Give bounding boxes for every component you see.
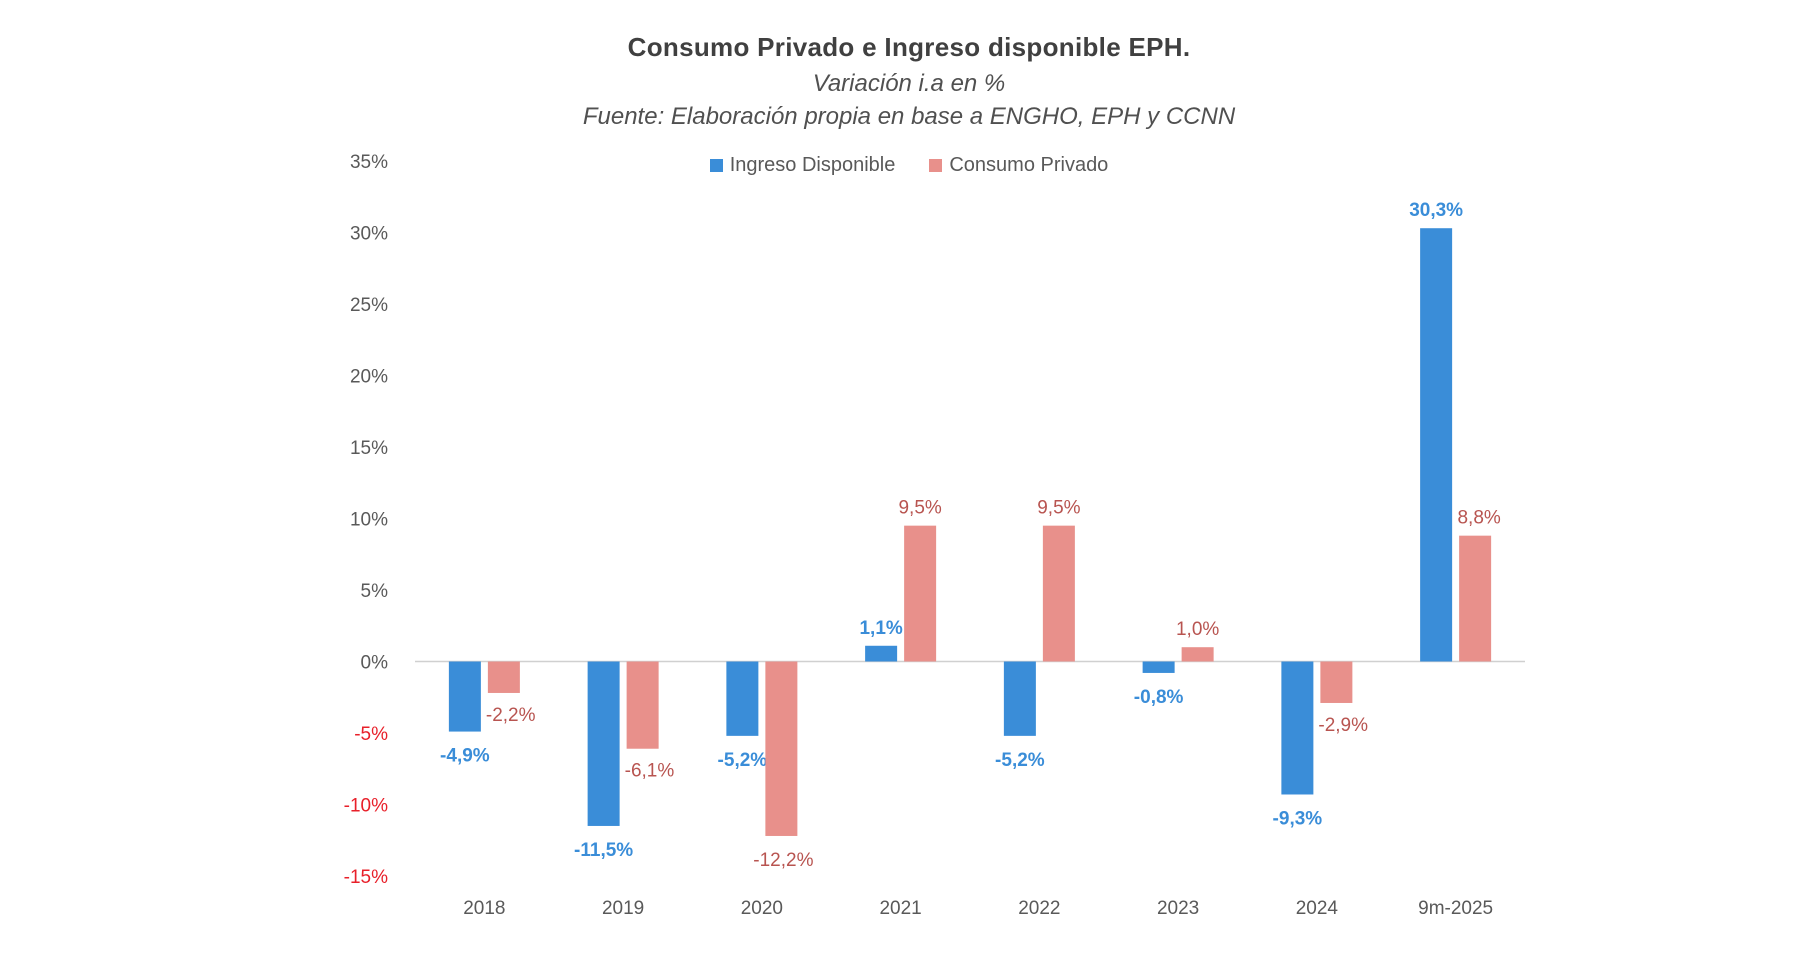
legend-swatch-ingreso	[709, 159, 723, 172]
legend-label-consumo: Consumo Privado	[949, 154, 1109, 176]
x-tick-label: 2018	[463, 898, 505, 919]
y-tick-label: 0%	[361, 653, 389, 674]
data-label-ingreso: 1,1%	[859, 618, 902, 639]
data-label-ingreso: -5,2%	[995, 750, 1045, 771]
bar-consumo	[1181, 647, 1214, 662]
y-tick-label: -5%	[354, 724, 388, 745]
y-tick-label: 20%	[350, 367, 388, 388]
x-tick-label: 2024	[1296, 898, 1339, 919]
legend-label-ingreso: Ingreso Disponible	[729, 154, 896, 176]
data-label-ingreso: -4,9%	[440, 746, 490, 767]
data-label-ingreso: 30,3%	[1409, 200, 1463, 221]
data-label-consumo: -12,2%	[753, 850, 813, 871]
x-tick-label: 2023	[1157, 898, 1199, 919]
y-tick-label: -15%	[344, 867, 388, 888]
data-label-consumo: -2,9%	[1318, 715, 1368, 736]
data-label-consumo: 9,5%	[1037, 498, 1080, 519]
bar-consumo	[487, 661, 520, 693]
data-label-ingreso: -9,3%	[1273, 808, 1323, 829]
y-tick-label: 15%	[350, 438, 388, 459]
bar-consumo	[904, 525, 937, 662]
data-label-consumo: -2,2%	[486, 705, 536, 726]
y-tick-label: 5%	[361, 581, 389, 602]
bar-consumo	[626, 661, 659, 749]
data-label-consumo: 8,8%	[1457, 508, 1500, 529]
data-label-consumo: 1,0%	[1176, 619, 1219, 640]
bar-ingreso	[726, 661, 759, 736]
legend-swatch-consumo	[929, 159, 943, 172]
data-label-consumo: 9,5%	[898, 498, 941, 519]
bar-ingreso	[1003, 661, 1036, 736]
bar-ingreso	[448, 661, 481, 732]
bar-ingreso	[1142, 661, 1175, 673]
bar-consumo	[1459, 535, 1492, 662]
x-tick-label: 2022	[1018, 898, 1060, 919]
legend: Ingreso Disponible Consumo Privado	[0, 154, 1818, 177]
legend-item-ingreso: Ingreso Disponible	[709, 154, 896, 177]
bar-ingreso	[587, 661, 620, 826]
y-tick-label: 25%	[350, 295, 388, 316]
bar-ingreso	[1281, 661, 1314, 795]
y-tick-label: 30%	[350, 224, 388, 245]
x-tick-label: 2019	[602, 898, 644, 919]
x-tick-label: 2020	[741, 898, 783, 919]
legend-item-consumo: Consumo Privado	[929, 154, 1108, 177]
bar-consumo	[1320, 661, 1353, 703]
y-tick-label: -10%	[344, 796, 388, 817]
data-label-consumo: -6,1%	[625, 761, 675, 782]
y-tick-label: 35%	[350, 152, 388, 173]
chart-subtitle: Variación i.a en %	[812, 70, 1006, 97]
chart-title: Consumo Privado e Ingreso disponible EPH…	[627, 32, 1191, 62]
bar-consumo	[1042, 525, 1075, 662]
bar-consumo	[765, 661, 798, 836]
data-label-ingreso: -11,5%	[574, 840, 633, 861]
x-tick-label: 9m-2025	[1418, 898, 1493, 919]
x-tick-label: 2021	[879, 898, 921, 919]
chart-source: Fuente: Elaboración propia en base a ENG…	[582, 103, 1236, 130]
y-tick-label: 10%	[350, 510, 388, 531]
data-label-ingreso: -0,8%	[1134, 687, 1184, 708]
bar-ingreso	[865, 645, 898, 662]
data-label-ingreso: -5,2%	[718, 750, 768, 771]
bar-ingreso	[1420, 228, 1453, 662]
